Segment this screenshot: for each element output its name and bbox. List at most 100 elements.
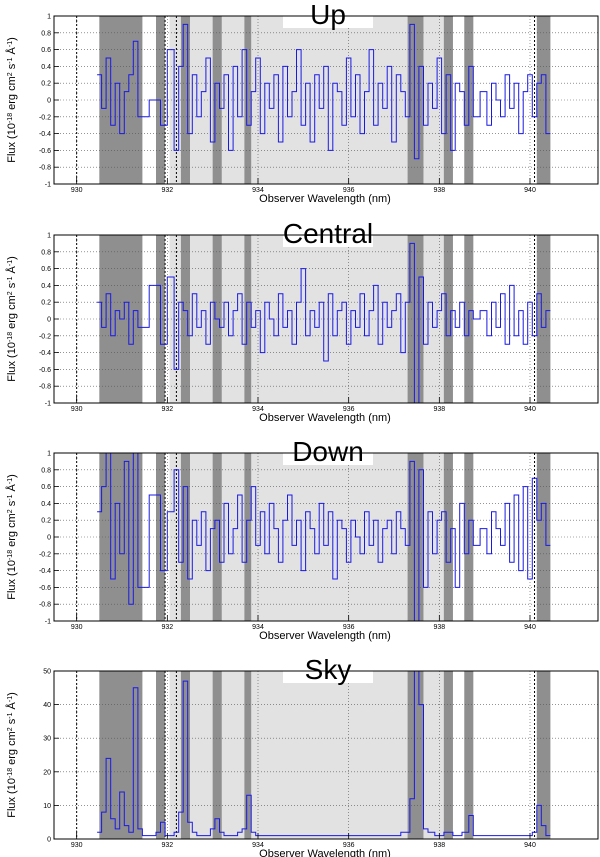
y-tick-label: 0.2 xyxy=(41,81,51,88)
x-tick-label: 930 xyxy=(71,187,83,194)
title-box xyxy=(283,0,373,28)
y-tick-label: 0 xyxy=(47,98,51,105)
x-tick-label: 940 xyxy=(524,406,536,413)
y-axis-label-text: Å xyxy=(5,46,18,57)
masked-band xyxy=(212,671,222,839)
masked-band xyxy=(244,453,252,621)
x-axis-label: Observer Wavelength (nm) xyxy=(259,412,391,424)
x-tick-label: 932 xyxy=(161,842,173,849)
y-tick-label: -0.6 xyxy=(39,367,51,374)
x-tick-label: 940 xyxy=(524,187,536,194)
y-tick-label: -0.4 xyxy=(39,131,51,138)
masked-band xyxy=(180,16,190,184)
plot-frame xyxy=(53,670,599,840)
y-axis-label-exponent: -1 xyxy=(7,57,14,63)
y-axis-label-text: s xyxy=(6,718,18,727)
y-tick-label: -1 xyxy=(45,401,51,408)
y-axis-label-text: Flux (10 xyxy=(6,123,18,163)
masked-band xyxy=(536,671,551,839)
y-axis-label: Flux (10-18 erg cm2 s-1 Å-1) xyxy=(5,692,18,818)
y-axis-label-text: Flux (10 xyxy=(6,778,18,818)
y-axis-label-exponent: 2 xyxy=(7,72,14,76)
spectrum-line xyxy=(97,23,551,160)
masked-band xyxy=(443,235,453,403)
masked-band xyxy=(407,16,424,184)
y-axis-label: Flux (10-18 erg cm2 s-1 Å-1) xyxy=(5,37,18,163)
y-tick-label: 0.4 xyxy=(41,64,51,71)
panel-down: Down -1 -0.8 -0.6 -0.4 -0.2 0 0.2 0.4 0.6 0.8 1 930 9… xyxy=(5,436,599,642)
spectrum-line xyxy=(97,453,551,621)
masked-band xyxy=(407,453,424,621)
y-axis-label-exponent: -1 xyxy=(7,494,14,500)
y-tick-label: 0.8 xyxy=(41,467,51,474)
y-tick-label: 0.6 xyxy=(41,47,51,54)
y-tick-label: -0.2 xyxy=(39,114,51,121)
x-tick-label: 936 xyxy=(343,624,355,631)
masked-band xyxy=(212,453,222,621)
plot-area xyxy=(54,453,598,621)
x-tick-label: 938 xyxy=(433,842,445,849)
y-tick-label: 0.2 xyxy=(41,300,51,307)
x-tick-label: 938 xyxy=(433,406,445,413)
y-tick-label: 50 xyxy=(43,669,51,676)
y-axis-label-exponent: 2 xyxy=(7,291,14,295)
y-axis-label-text: Flux (10 xyxy=(6,560,18,600)
title-box xyxy=(283,655,373,683)
x-tick-label: 932 xyxy=(161,406,173,413)
y-axis-label-text: erg cm xyxy=(6,76,18,113)
y-tick-label: 0.4 xyxy=(41,501,51,508)
y-axis-label-exponent: -18 xyxy=(7,550,14,560)
y-tick-label: 0.4 xyxy=(41,283,51,290)
masked-band xyxy=(180,453,190,621)
plot-area xyxy=(54,235,598,403)
plot-area xyxy=(54,16,598,184)
y-tick-label: -0.6 xyxy=(39,585,51,592)
x-tick-label: 932 xyxy=(161,624,173,631)
y-axis-label-exponent: -1 xyxy=(7,696,14,702)
x-tick-label: 940 xyxy=(524,624,536,631)
y-axis-label-text: Å xyxy=(5,483,18,494)
title-box xyxy=(283,219,373,247)
y-tick-label: -1 xyxy=(45,182,51,189)
y-axis-label-exponent: -18 xyxy=(7,768,14,778)
y-tick-label: 40 xyxy=(43,702,51,709)
masked-band xyxy=(443,671,453,839)
y-tick-label: 30 xyxy=(43,736,51,743)
y-tick-label: -0.8 xyxy=(39,602,51,609)
y-axis-label-text: Å xyxy=(5,701,18,712)
panel-title: Central xyxy=(283,218,373,249)
y-tick-label: -1 xyxy=(45,619,51,626)
x-tick-label: 934 xyxy=(252,187,264,194)
y-axis-label-text: ) xyxy=(6,37,18,41)
y-axis-label-text: s xyxy=(6,500,18,509)
masked-band xyxy=(156,671,166,839)
y-axis-label-exponent: -1 xyxy=(7,478,14,484)
y-axis-label-text: s xyxy=(6,282,18,291)
y-tick-label: 0.6 xyxy=(41,266,51,273)
x-axis-label: Observer Wavelength (nm) xyxy=(259,848,391,857)
x-axis-label: Observer Wavelength (nm) xyxy=(259,630,391,642)
x-tick-label: 934 xyxy=(252,842,264,849)
y-axis-label-text: erg cm xyxy=(6,295,18,332)
y-tick-label: -0.2 xyxy=(39,333,51,340)
masked-band xyxy=(244,235,252,403)
panel-sky: Sky 0 10 20 30 40 50 930 932 934 936 938 940 Observer… xyxy=(5,654,599,857)
y-axis-label-exponent: -18 xyxy=(7,332,14,342)
y-axis-label-text: Flux (10 xyxy=(6,342,18,382)
y-tick-label: 0.2 xyxy=(41,518,51,525)
panel-central: Central -1 -0.8 -0.6 -0.4 -0.2 0 0.2 0.4 0.6 0.8 1 9… xyxy=(5,218,599,424)
y-axis-label-text: ) xyxy=(6,256,18,260)
masked-band xyxy=(244,671,252,839)
y-axis-label-exponent: -1 xyxy=(7,276,14,282)
y-axis-label-text: erg cm xyxy=(6,513,18,550)
y-tick-label: 1 xyxy=(47,451,51,458)
spectrum-line xyxy=(97,671,551,837)
y-tick-label: 0 xyxy=(47,837,51,844)
y-axis-label-text: ) xyxy=(6,474,18,478)
y-axis-label-exponent: -1 xyxy=(7,712,14,718)
masked-band xyxy=(464,671,474,839)
x-tick-label: 936 xyxy=(343,842,355,849)
y-tick-label: -0.2 xyxy=(39,551,51,558)
x-tick-label: 936 xyxy=(343,187,355,194)
